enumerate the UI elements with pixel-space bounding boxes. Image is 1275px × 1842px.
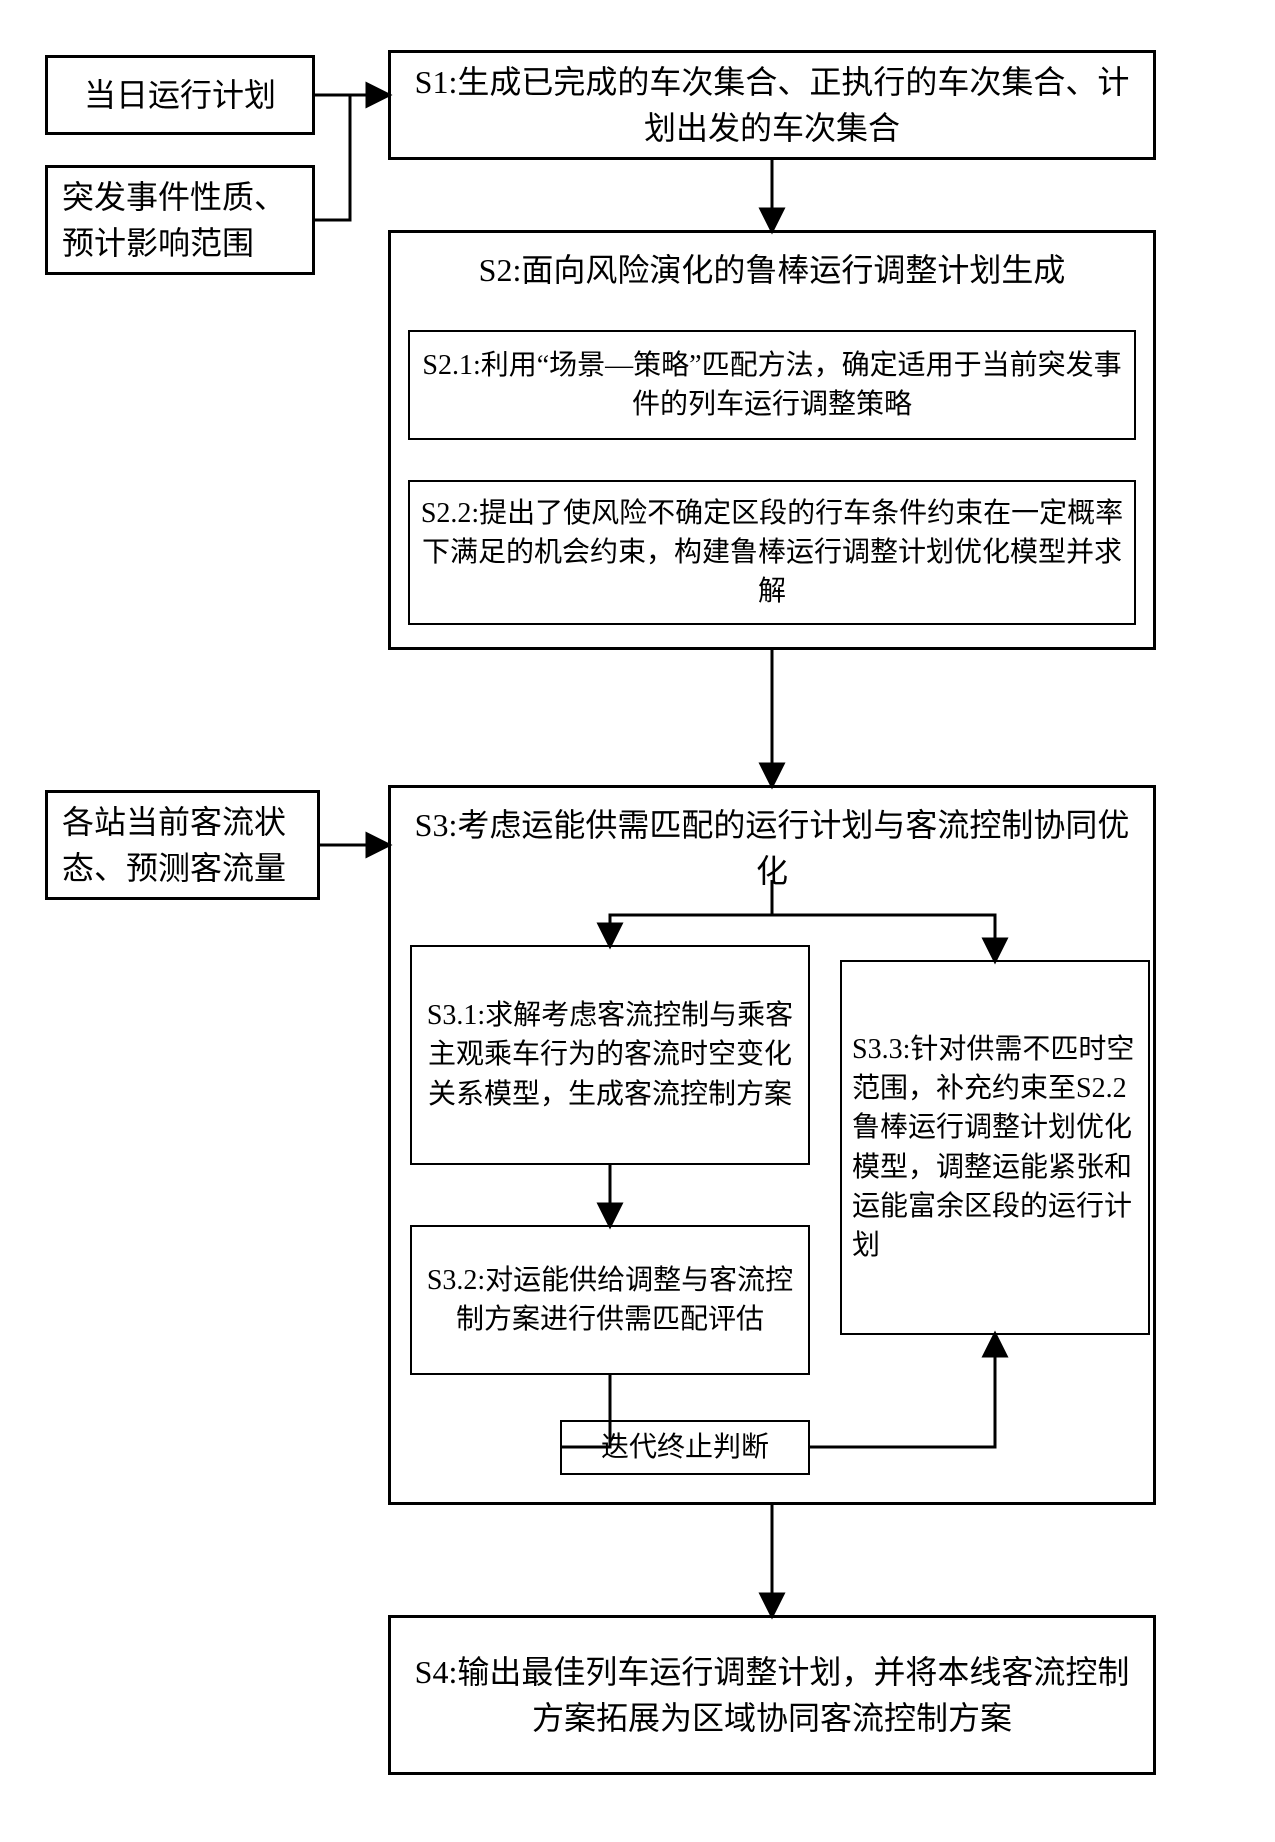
s3-2-box: S3.2:对运能供给调整与客流控制方案进行供需匹配评估: [410, 1225, 810, 1375]
s1-text: S1:生成已完成的车次集合、正执行的车次集合、计划出发的车次集合: [405, 59, 1139, 152]
s3-title: S3:考虑运能供需匹配的运行计划与客流控制协同优化: [405, 802, 1139, 895]
s3-3-box: S3.3:针对供需不匹时空范围，补充约束至S2.2鲁棒运行调整计划优化模型，调整…: [840, 960, 1150, 1335]
s4-text: S4:输出最佳列车运行调整计划，并将本线客流控制方案拓展为区域协同客流控制方案: [405, 1649, 1139, 1742]
s2-2-box: S2.2:提出了使风险不确定区段的行车条件约束在一定概率下满足的机会约束，构建鲁…: [408, 480, 1136, 625]
input-event-text: 突发事件性质、预计影响范围: [62, 174, 298, 267]
iter-box: 迭代终止判断: [560, 1420, 810, 1475]
s3-3-text: S3.3:针对供需不匹时空范围，补充约束至S2.2鲁棒运行调整计划优化模型，调整…: [852, 1030, 1138, 1265]
s3-1-text: S3.1:求解考虑客流控制与乘客主观乘车行为的客流时空变化关系模型，生成客流控制…: [422, 996, 798, 1114]
input-flow-box: 各站当前客流状态、预测客流量: [45, 790, 320, 900]
s2-title: S2:面向风险演化的鲁棒运行调整计划生成: [405, 247, 1139, 293]
s2-1-text: S2.1:利用“场景—策略”匹配方法，确定适用于当前突发事件的列车运行调整策略: [420, 346, 1124, 424]
s4-box: S4:输出最佳列车运行调整计划，并将本线客流控制方案拓展为区域协同客流控制方案: [388, 1615, 1156, 1775]
input-event-box: 突发事件性质、预计影响范围: [45, 165, 315, 275]
input-plan-box: 当日运行计划: [45, 55, 315, 135]
s3-2-text: S3.2:对运能供给调整与客流控制方案进行供需匹配评估: [422, 1261, 798, 1339]
s1-box: S1:生成已完成的车次集合、正执行的车次集合、计划出发的车次集合: [388, 50, 1156, 160]
s2-1-box: S2.1:利用“场景—策略”匹配方法，确定适用于当前突发事件的列车运行调整策略: [408, 330, 1136, 440]
s2-2-text: S2.2:提出了使风险不确定区段的行车条件约束在一定概率下满足的机会约束，构建鲁…: [420, 494, 1124, 612]
input-flow-text: 各站当前客流状态、预测客流量: [62, 799, 303, 892]
input-plan-text: 当日运行计划: [62, 72, 298, 118]
s3-1-box: S3.1:求解考虑客流控制与乘客主观乘车行为的客流时空变化关系模型，生成客流控制…: [410, 945, 810, 1165]
iter-text: 迭代终止判断: [601, 1428, 769, 1467]
